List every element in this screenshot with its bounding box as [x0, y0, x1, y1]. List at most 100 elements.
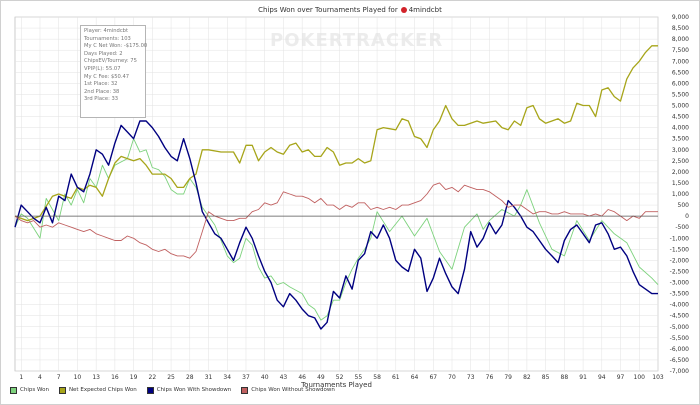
y-tick-label: 6,500 [672, 69, 689, 76]
x-tick-label: 94 [598, 374, 606, 381]
y-tick-label: -500 [675, 224, 689, 231]
x-tick-label: 103 [652, 374, 664, 381]
stats-box: Player: 4mindcbt Tournaments: 103 My C Net… [80, 25, 148, 118]
stat-line: 3rd Place: 33 [84, 96, 119, 103]
stat-line: Days Played: 2 [84, 50, 123, 57]
stat-line: 1st Place: 32 [84, 81, 118, 88]
x-tick-label: 4 [38, 374, 42, 381]
stat-line: ChipsEV/Tourney: 75 [84, 58, 137, 65]
y-tick-label: 7,500 [672, 47, 689, 54]
x-tick-label: 97 [617, 374, 625, 381]
x-ticks: 1 4 7 10 13 16 19 22 25 28 31 34 37 40 43 46 49 52 55 58 61 6… [19, 374, 664, 381]
y-tick-label: 9,000 [672, 14, 689, 21]
x-tick-label: 52 [336, 374, 344, 381]
x-tick-label: 61 [392, 374, 400, 381]
y-tick-label: 4,000 [672, 125, 689, 132]
x-tick-label: 34 [223, 374, 231, 381]
y-tick-label: -3,000 [670, 280, 690, 287]
x-tick-label: 37 [242, 374, 250, 381]
y-tick-label: 6,000 [672, 80, 689, 87]
series-line-chips-won [14, 138, 659, 321]
x-tick-label: 49 [317, 374, 325, 381]
x-tick-label: 31 [205, 374, 213, 381]
x-tick-label: 79 [504, 374, 512, 381]
x-tick-label: 88 [561, 374, 569, 381]
y-tick-label: -2,500 [670, 268, 690, 275]
y-tick-label: 5,500 [672, 91, 689, 98]
legend-label: Chips Won With Showdown [156, 387, 232, 393]
y-tick-label: 500 [678, 202, 690, 209]
x-tick-label: 67 [429, 374, 437, 381]
y-tick-label: 7,000 [672, 58, 689, 65]
x-tick-label: 100 [634, 374, 646, 381]
y-tick-label: 3,000 [672, 147, 689, 154]
x-tick-label: 43 [280, 374, 288, 381]
y-tick-label: -7,000 [670, 368, 690, 375]
y-tick-label: 8,000 [672, 36, 689, 43]
y-tick-label: 4,500 [672, 114, 689, 121]
x-tick-label: 46 [298, 374, 306, 381]
legend-swatch [241, 386, 249, 394]
legend-item: Net Expected Chips Won [58, 386, 137, 394]
y-tick-label: 2,000 [672, 169, 689, 176]
legend-swatch [146, 386, 154, 394]
y-ticks: -7,000 -6,500 -6,000 -5,500 -5,000 -4,500 -4,0… [670, 14, 690, 375]
x-tick-label: 55 [355, 374, 363, 381]
x-tick-label: 70 [448, 374, 456, 381]
x-tick-label: 16 [111, 374, 119, 381]
y-tick-label: 8,500 [672, 25, 689, 32]
stat-line: Player: 4mindcbt [84, 28, 129, 34]
x-tick-label: 73 [467, 374, 475, 381]
series-line-with-showdown [14, 120, 658, 330]
y-tick-label: -6,500 [670, 357, 690, 364]
x-tick-label: 13 [92, 374, 100, 381]
legend-label: Chips Won [20, 387, 49, 393]
y-tick-label: 1,500 [672, 180, 689, 187]
legend-label: Net Expected Chips Won [68, 387, 137, 393]
stat-line: My C Fee: $50.47 [84, 73, 130, 80]
legend-item: Chips Won [10, 386, 49, 394]
chart-legend: Chips Won Net Expected Chips Won Chips Won… [10, 384, 335, 396]
y-tick-label: 3,500 [672, 136, 689, 143]
chart-title-text: Chips Won over Tournaments Played for [258, 6, 398, 14]
x-tick-label: 85 [542, 374, 550, 381]
series-lines [14, 45, 659, 330]
x-tick-label: 82 [523, 374, 531, 381]
x-tick-label: 7 [57, 374, 61, 381]
stat-line: 2nd Place: 38 [84, 88, 120, 95]
stat-line: VPIP(L): 55.07 [84, 65, 121, 72]
y-tick-label: -1,500 [670, 246, 690, 253]
x-tick-label: 91 [579, 374, 587, 381]
y-tick-label: -4,500 [670, 313, 690, 320]
x-tick-label: 40 [261, 374, 269, 381]
legend-item: Chips Won Without Showdown [241, 386, 335, 394]
y-tick-label: -3,500 [670, 291, 690, 298]
y-tick-label: -4,000 [670, 302, 690, 309]
y-tick-label: 0 [685, 213, 689, 220]
y-tick-label: 2,500 [672, 158, 689, 165]
x-tick-label: 58 [373, 374, 381, 381]
pokertracker-watermark: POKERTRACKER [270, 30, 444, 51]
x-tick-label: 28 [186, 374, 194, 381]
x-tick-label: 1 [19, 374, 23, 381]
legend-swatch [58, 386, 66, 394]
series-line-without-showdown [14, 182, 658, 259]
stat-line: My C Net Won: -$175.00 [84, 43, 148, 50]
x-tick-label: 76 [486, 374, 494, 381]
series-line-net-expected [14, 45, 658, 222]
y-tick-label: 1,000 [672, 191, 689, 198]
y-tick-label: -1,000 [670, 235, 690, 242]
stat-line: Tournaments: 103 [84, 35, 131, 42]
y-tick-label: 5,000 [672, 103, 689, 110]
legend-item: Chips Won With Showdown [146, 386, 232, 394]
y-tick-label: -2,000 [670, 257, 690, 264]
x-tick-label: 19 [130, 374, 138, 381]
x-tick-label: 10 [74, 374, 82, 381]
chart-title: Chips Won over Tournaments Played for 4mi… [0, 6, 700, 14]
y-tick-label: -5,500 [670, 335, 690, 342]
legend-label: Chips Won Without Showdown [251, 387, 335, 393]
x-axis-title: Tournaments Played [300, 381, 372, 389]
flame-icon [400, 7, 407, 13]
x-tick-label: 64 [411, 374, 419, 381]
